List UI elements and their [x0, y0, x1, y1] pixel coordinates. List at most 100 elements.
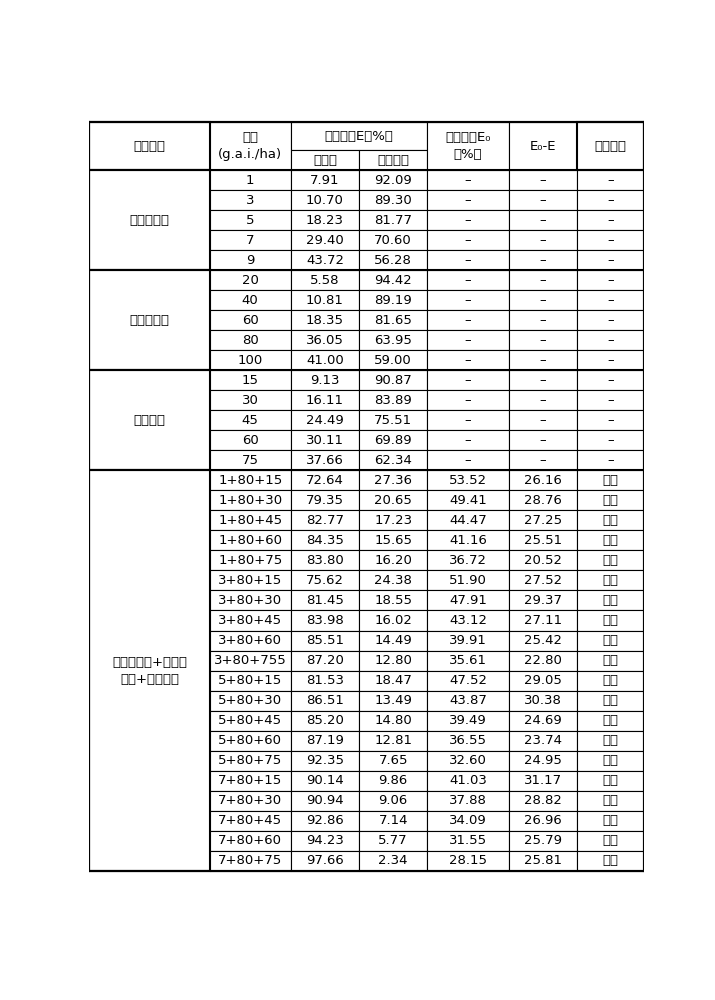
Text: –: – — [539, 334, 546, 347]
Bar — [428, 230, 508, 250]
Bar — [428, 330, 508, 350]
Bar — [359, 450, 428, 470]
Text: 100: 100 — [237, 354, 263, 367]
Bar — [428, 691, 508, 711]
Text: 28.76: 28.76 — [524, 494, 562, 507]
Text: 为对照的: 为对照的 — [378, 154, 409, 167]
Bar — [428, 590, 508, 610]
Bar — [508, 270, 577, 290]
Bar — [291, 310, 359, 330]
Bar — [209, 350, 291, 370]
Text: 1+80+60: 1+80+60 — [218, 534, 282, 547]
Text: –: – — [539, 214, 546, 227]
Text: –: – — [539, 274, 546, 287]
Text: 7.91: 7.91 — [310, 174, 340, 187]
Bar — [291, 190, 359, 210]
Text: 7.14: 7.14 — [378, 814, 408, 827]
Text: 氯氨吡啶酸: 氯氨吡啶酸 — [129, 314, 169, 327]
Bar — [359, 671, 428, 691]
Bar — [508, 310, 577, 330]
Bar — [209, 711, 291, 731]
Bar — [508, 450, 577, 470]
Text: 1+80+45: 1+80+45 — [218, 514, 282, 527]
Bar — [359, 691, 428, 711]
Text: 92.86: 92.86 — [306, 814, 344, 827]
Text: 79.35: 79.35 — [306, 494, 344, 507]
Text: 40: 40 — [242, 294, 259, 307]
Bar — [428, 610, 508, 631]
Bar — [428, 270, 508, 290]
Bar — [577, 691, 644, 711]
Text: 14.49: 14.49 — [374, 634, 412, 647]
Text: –: – — [539, 414, 546, 427]
Bar — [291, 470, 359, 490]
Text: 36.55: 36.55 — [449, 734, 487, 747]
Bar — [508, 851, 577, 871]
Bar — [291, 430, 359, 450]
Bar — [577, 771, 644, 791]
Bar — [359, 530, 428, 550]
Bar — [577, 390, 644, 410]
Text: 15: 15 — [242, 374, 259, 387]
Text: 32.60: 32.60 — [449, 754, 487, 767]
Text: 70.60: 70.60 — [374, 234, 412, 247]
Text: 5+80+30: 5+80+30 — [218, 694, 282, 707]
Bar — [291, 751, 359, 771]
Bar — [428, 711, 508, 731]
Text: –: – — [539, 254, 546, 267]
Text: 7+80+15: 7+80+15 — [218, 774, 282, 787]
Bar — [577, 330, 644, 350]
Bar — [428, 350, 508, 370]
Text: 59.00: 59.00 — [374, 354, 412, 367]
Text: –: – — [539, 454, 546, 467]
Text: 27.52: 27.52 — [523, 574, 562, 587]
Bar — [508, 250, 577, 270]
Bar — [291, 350, 359, 370]
Bar — [428, 370, 508, 390]
Text: 27.25: 27.25 — [523, 514, 562, 527]
Text: 氯吡嘧磺隆: 氯吡嘧磺隆 — [129, 214, 169, 227]
Text: 9.13: 9.13 — [310, 374, 340, 387]
Text: 7+80+75: 7+80+75 — [218, 854, 282, 867]
Text: 47.52: 47.52 — [449, 674, 487, 687]
Text: 43.72: 43.72 — [306, 254, 344, 267]
Bar — [359, 590, 428, 610]
Text: –: – — [539, 194, 546, 207]
Bar — [359, 490, 428, 510]
Text: 增效: 增效 — [602, 594, 618, 607]
Bar — [577, 270, 644, 290]
Bar — [508, 210, 577, 230]
Text: –: – — [607, 174, 613, 187]
Text: –: – — [607, 274, 613, 287]
Bar — [428, 450, 508, 470]
Text: 44.47: 44.47 — [449, 514, 487, 527]
Text: 增效: 增效 — [602, 634, 618, 647]
Text: 72.64: 72.64 — [306, 474, 344, 487]
Text: 56.28: 56.28 — [374, 254, 412, 267]
Text: 增效: 增效 — [602, 854, 618, 867]
Bar — [428, 170, 508, 190]
Bar — [291, 230, 359, 250]
Text: 62.34: 62.34 — [374, 454, 412, 467]
Text: 89.19: 89.19 — [374, 294, 412, 307]
Text: 增效: 增效 — [602, 734, 618, 747]
Text: 1: 1 — [246, 174, 255, 187]
Text: 增效: 增效 — [602, 674, 618, 687]
Text: 39.49: 39.49 — [449, 714, 487, 727]
Text: 16.11: 16.11 — [306, 394, 344, 407]
Bar — [428, 122, 508, 170]
Text: 3+80+45: 3+80+45 — [218, 614, 282, 627]
Bar — [577, 651, 644, 671]
Text: 24.69: 24.69 — [524, 714, 561, 727]
Bar — [359, 470, 428, 490]
Text: 增效: 增效 — [602, 654, 618, 667]
Bar — [359, 731, 428, 751]
Bar — [291, 170, 359, 190]
Bar — [209, 731, 291, 751]
Text: 7.65: 7.65 — [378, 754, 408, 767]
Text: 28.82: 28.82 — [524, 794, 562, 807]
Text: 29.37: 29.37 — [524, 594, 562, 607]
Bar — [291, 570, 359, 590]
Bar — [508, 590, 577, 610]
Text: –: – — [539, 174, 546, 187]
